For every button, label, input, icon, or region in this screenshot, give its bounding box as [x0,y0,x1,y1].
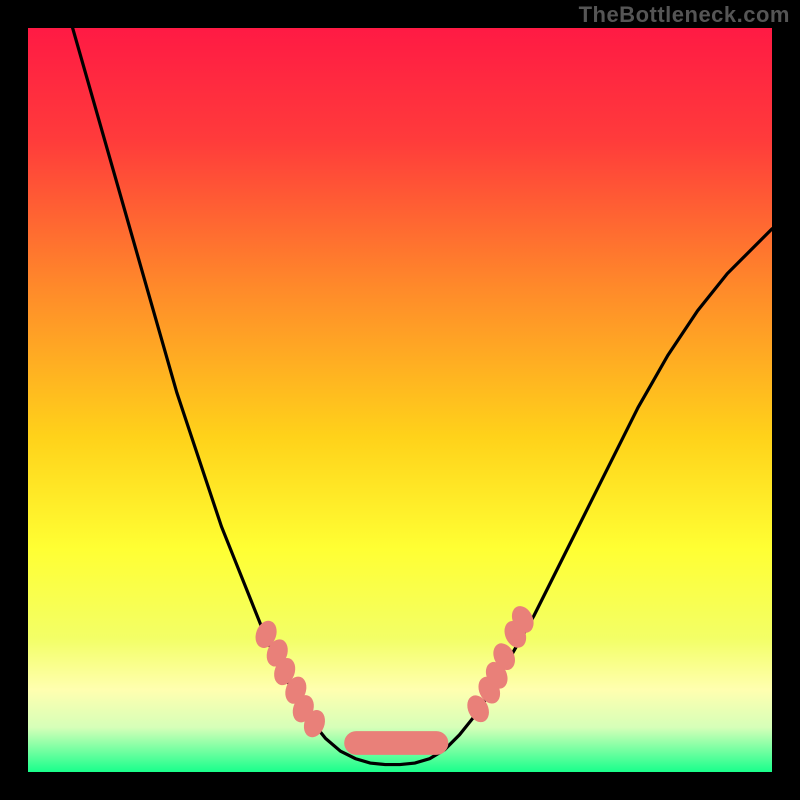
chart-canvas: TheBottleneck.com [0,0,800,800]
watermark-text: TheBottleneck.com [579,2,790,28]
gradient-background [28,28,772,772]
marker-bottom-blob [344,731,448,755]
bottleneck-curve-chart [28,28,772,772]
